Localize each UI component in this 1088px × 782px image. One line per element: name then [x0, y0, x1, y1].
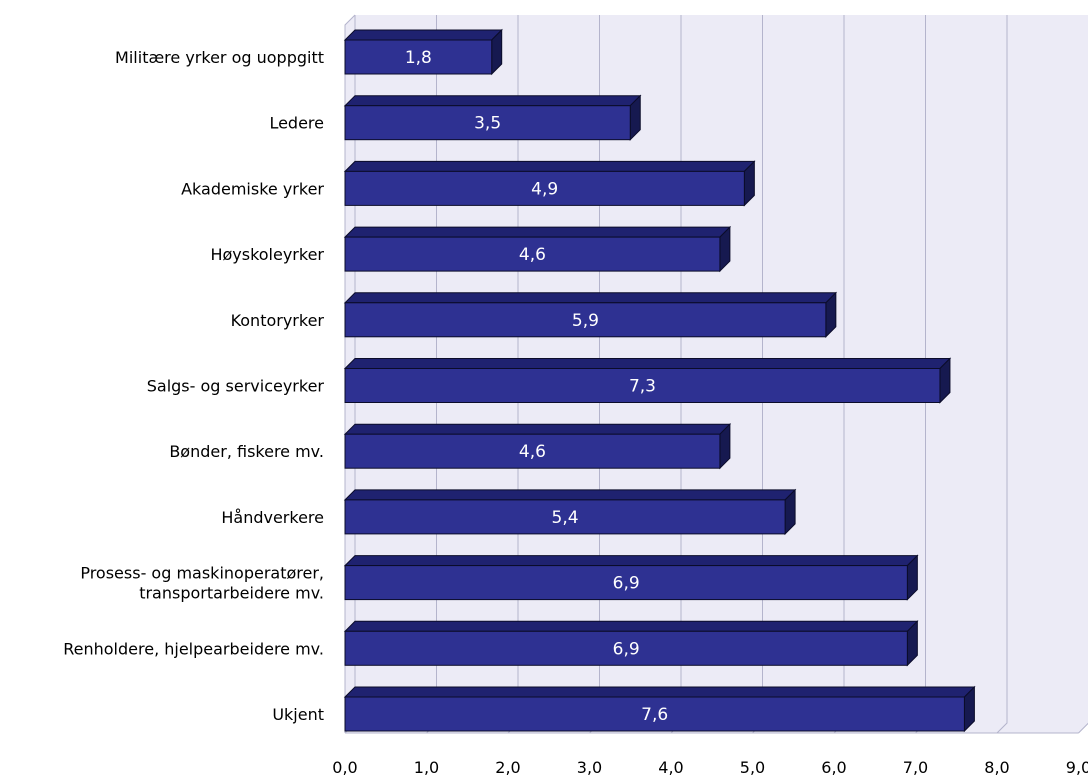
- grid-line: [996, 15, 1008, 734]
- data-label: 4,6: [519, 245, 546, 265]
- data-label: 7,3: [629, 377, 656, 397]
- bar-front-face: [344, 499, 786, 535]
- bar-front-face: [344, 170, 745, 206]
- x-tick-labels: 0,0 1,0 2,0 3,0 4,0 5,0 6,0 7,0 8,0 9,0: [332, 758, 1088, 777]
- bar-front-face: [344, 368, 941, 403]
- bar-top-face: [343, 423, 732, 435]
- bar: 4,9: [343, 160, 756, 207]
- bar: 5,4: [343, 488, 797, 536]
- data-label: 4,9: [531, 179, 558, 199]
- category-label: Håndverkere: [221, 508, 324, 527]
- bar-front-face: [344, 105, 631, 141]
- x-tick-label: 3,0: [577, 758, 602, 777]
- bar-front-face: [344, 696, 965, 732]
- x-tick-label: 7,0: [903, 758, 928, 777]
- category-label: Akademiske yrker: [181, 179, 324, 198]
- category-label: Prosess- og maskinoperatører, transportar…: [80, 564, 324, 603]
- x-tick-label: 9,0: [1066, 758, 1088, 777]
- x-tick-label: 8,0: [984, 758, 1009, 777]
- category-label: Militære yrker og uoppgitt: [115, 48, 324, 67]
- category-label: Høyskoleyrker: [210, 245, 324, 264]
- x-tick-label: 2,0: [495, 758, 520, 777]
- bar-top-face: [343, 29, 503, 41]
- bar-top-face: [343, 489, 797, 501]
- bar: 7,6: [343, 685, 976, 733]
- x-tick-label: 0,0: [332, 758, 357, 777]
- category-label: Salgs- og serviceyrker: [147, 377, 325, 396]
- bar: 1,8: [343, 28, 503, 76]
- bar: 5,9: [343, 291, 838, 339]
- category-label: Renholdere, hjelpearbeidere mv.: [63, 639, 324, 658]
- bar: 4,6: [343, 225, 732, 273]
- bar-front-face: [344, 565, 908, 601]
- data-label: 5,4: [552, 508, 579, 528]
- data-label: 5,9: [572, 311, 599, 331]
- bar-front-face: [344, 302, 827, 338]
- bar-top-face: [343, 226, 732, 238]
- y-axis-line: [344, 14, 356, 733]
- bar-top-face: [343, 620, 919, 632]
- bar: 4,6: [343, 422, 732, 470]
- bar-front-face: [344, 39, 493, 75]
- category-label: Ledere: [269, 114, 324, 133]
- data-label: 6,9: [613, 574, 640, 594]
- bar-top-face: [343, 160, 756, 172]
- bar-top-face: [343, 292, 838, 304]
- category-label: Kontoryrker: [231, 311, 325, 330]
- bar-top-face: [343, 686, 976, 698]
- category-labels: Militære yrker og uoppgitt Ledere Akademis…: [63, 48, 324, 724]
- x-tick-label: 4,0: [658, 758, 683, 777]
- data-label: 1,8: [405, 48, 432, 68]
- data-label: 3,5: [474, 114, 501, 134]
- bar-front-face: [344, 236, 721, 272]
- bar: 6,9: [343, 554, 919, 601]
- bar-front-face: [344, 630, 908, 666]
- bar: 3,5: [343, 94, 642, 141]
- bar-top-face: [343, 555, 919, 567]
- grid-line: [1078, 15, 1088, 734]
- data-label: 4,6: [519, 442, 546, 462]
- data-label: 7,6: [641, 705, 668, 725]
- data-label: 6,9: [613, 639, 640, 659]
- category-label: Bønder, fiskere mv.: [169, 442, 324, 461]
- x-tick-label: 6,0: [821, 758, 846, 777]
- bar-front-face: [344, 433, 721, 469]
- bar-top-face: [343, 358, 952, 369]
- bar: 7,3: [343, 357, 952, 404]
- category-label: Ukjent: [272, 705, 324, 724]
- bar-top-face: [343, 95, 642, 107]
- x-tick-label: 1,0: [414, 758, 439, 777]
- bars: 1,8 3,5 4,9 4,6 5,9 7,3 4,6 5,4 6,9 6,9 7,6: [343, 28, 976, 733]
- bar: 6,9: [343, 620, 919, 667]
- x-tick-label: 5,0: [740, 758, 765, 777]
